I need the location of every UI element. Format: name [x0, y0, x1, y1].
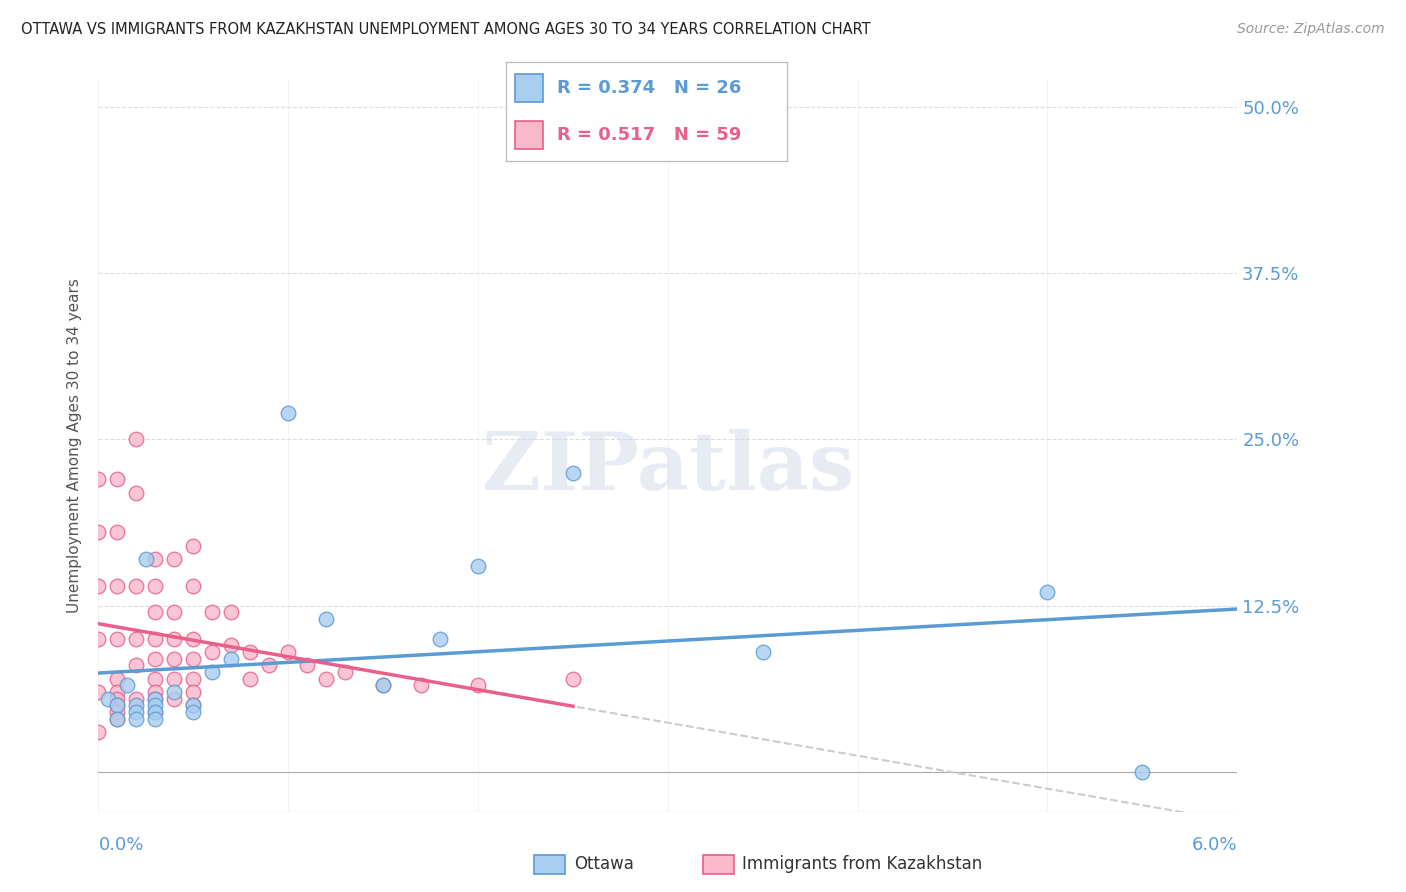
- Point: [183, 698, 205, 713]
- Point: [87, 525, 110, 540]
- Point: [277, 406, 299, 420]
- Point: [145, 685, 167, 699]
- Point: [125, 485, 148, 500]
- Text: OTTAWA VS IMMIGRANTS FROM KAZAKHSTAN UNEMPLOYMENT AMONG AGES 30 TO 34 YEARS CORR: OTTAWA VS IMMIGRANTS FROM KAZAKHSTAN UNE…: [21, 22, 870, 37]
- FancyBboxPatch shape: [515, 74, 543, 102]
- Point: [107, 698, 129, 713]
- Point: [125, 579, 148, 593]
- Point: [145, 705, 167, 719]
- Point: [411, 678, 433, 692]
- Point: [183, 672, 205, 686]
- Point: [163, 691, 186, 706]
- Point: [315, 672, 337, 686]
- Point: [125, 632, 148, 646]
- Point: [371, 678, 394, 692]
- Point: [239, 672, 262, 686]
- Point: [562, 672, 585, 686]
- Point: [125, 712, 148, 726]
- Point: [183, 698, 205, 713]
- Point: [107, 698, 129, 713]
- Point: [163, 672, 186, 686]
- Point: [107, 472, 129, 486]
- Text: R = 0.517   N = 59: R = 0.517 N = 59: [557, 126, 741, 144]
- Point: [145, 691, 167, 706]
- Point: [107, 579, 129, 593]
- Text: ZIPatlas: ZIPatlas: [482, 429, 853, 507]
- Point: [145, 672, 167, 686]
- Point: [145, 698, 167, 713]
- Point: [163, 652, 186, 666]
- Point: [115, 678, 138, 692]
- Point: [145, 579, 167, 593]
- Point: [371, 678, 394, 692]
- Point: [107, 672, 129, 686]
- Point: [201, 665, 224, 679]
- FancyBboxPatch shape: [515, 121, 543, 149]
- Text: 6.0%: 6.0%: [1192, 836, 1237, 854]
- Point: [125, 705, 148, 719]
- Point: [163, 605, 186, 619]
- Point: [97, 691, 120, 706]
- Point: [87, 685, 110, 699]
- Point: [107, 691, 129, 706]
- Point: [107, 525, 129, 540]
- Point: [145, 552, 167, 566]
- Point: [87, 579, 110, 593]
- Point: [467, 558, 489, 573]
- Text: R = 0.374   N = 26: R = 0.374 N = 26: [557, 79, 741, 97]
- Point: [183, 579, 205, 593]
- Point: [1132, 764, 1154, 779]
- Point: [163, 685, 186, 699]
- Point: [145, 712, 167, 726]
- Point: [135, 552, 157, 566]
- Point: [183, 705, 205, 719]
- Point: [239, 645, 262, 659]
- Point: [163, 632, 186, 646]
- Point: [87, 472, 110, 486]
- Point: [183, 539, 205, 553]
- Text: 0.0%: 0.0%: [98, 836, 143, 854]
- Y-axis label: Unemployment Among Ages 30 to 34 years: Unemployment Among Ages 30 to 34 years: [67, 278, 83, 614]
- Point: [125, 658, 148, 673]
- Point: [315, 612, 337, 626]
- Point: [201, 605, 224, 619]
- Point: [201, 645, 224, 659]
- Point: [107, 712, 129, 726]
- Point: [429, 632, 451, 646]
- Point: [107, 685, 129, 699]
- Point: [125, 698, 148, 713]
- Point: [145, 691, 167, 706]
- Point: [183, 632, 205, 646]
- Text: Source: ZipAtlas.com: Source: ZipAtlas.com: [1237, 22, 1385, 37]
- Point: [335, 665, 357, 679]
- Text: Ottawa: Ottawa: [574, 855, 634, 873]
- Point: [107, 712, 129, 726]
- Text: Immigrants from Kazakhstan: Immigrants from Kazakhstan: [742, 855, 983, 873]
- Point: [221, 652, 243, 666]
- Point: [163, 552, 186, 566]
- Point: [87, 632, 110, 646]
- Point: [107, 632, 129, 646]
- Point: [1036, 585, 1059, 599]
- Point: [107, 705, 129, 719]
- Point: [221, 605, 243, 619]
- Point: [562, 466, 585, 480]
- Point: [467, 678, 489, 692]
- Point: [125, 691, 148, 706]
- Point: [259, 658, 281, 673]
- Point: [752, 645, 775, 659]
- Point: [87, 725, 110, 739]
- Point: [183, 685, 205, 699]
- Point: [297, 658, 319, 673]
- Point: [221, 639, 243, 653]
- Point: [145, 652, 167, 666]
- Point: [145, 705, 167, 719]
- Point: [183, 652, 205, 666]
- Point: [125, 433, 148, 447]
- Point: [145, 632, 167, 646]
- Point: [145, 605, 167, 619]
- Point: [277, 645, 299, 659]
